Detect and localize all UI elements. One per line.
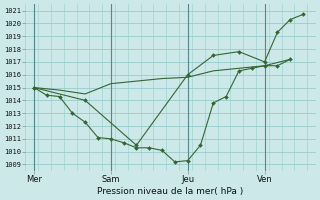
X-axis label: Pression niveau de la mer( hPa ): Pression niveau de la mer( hPa ): [98, 187, 244, 196]
